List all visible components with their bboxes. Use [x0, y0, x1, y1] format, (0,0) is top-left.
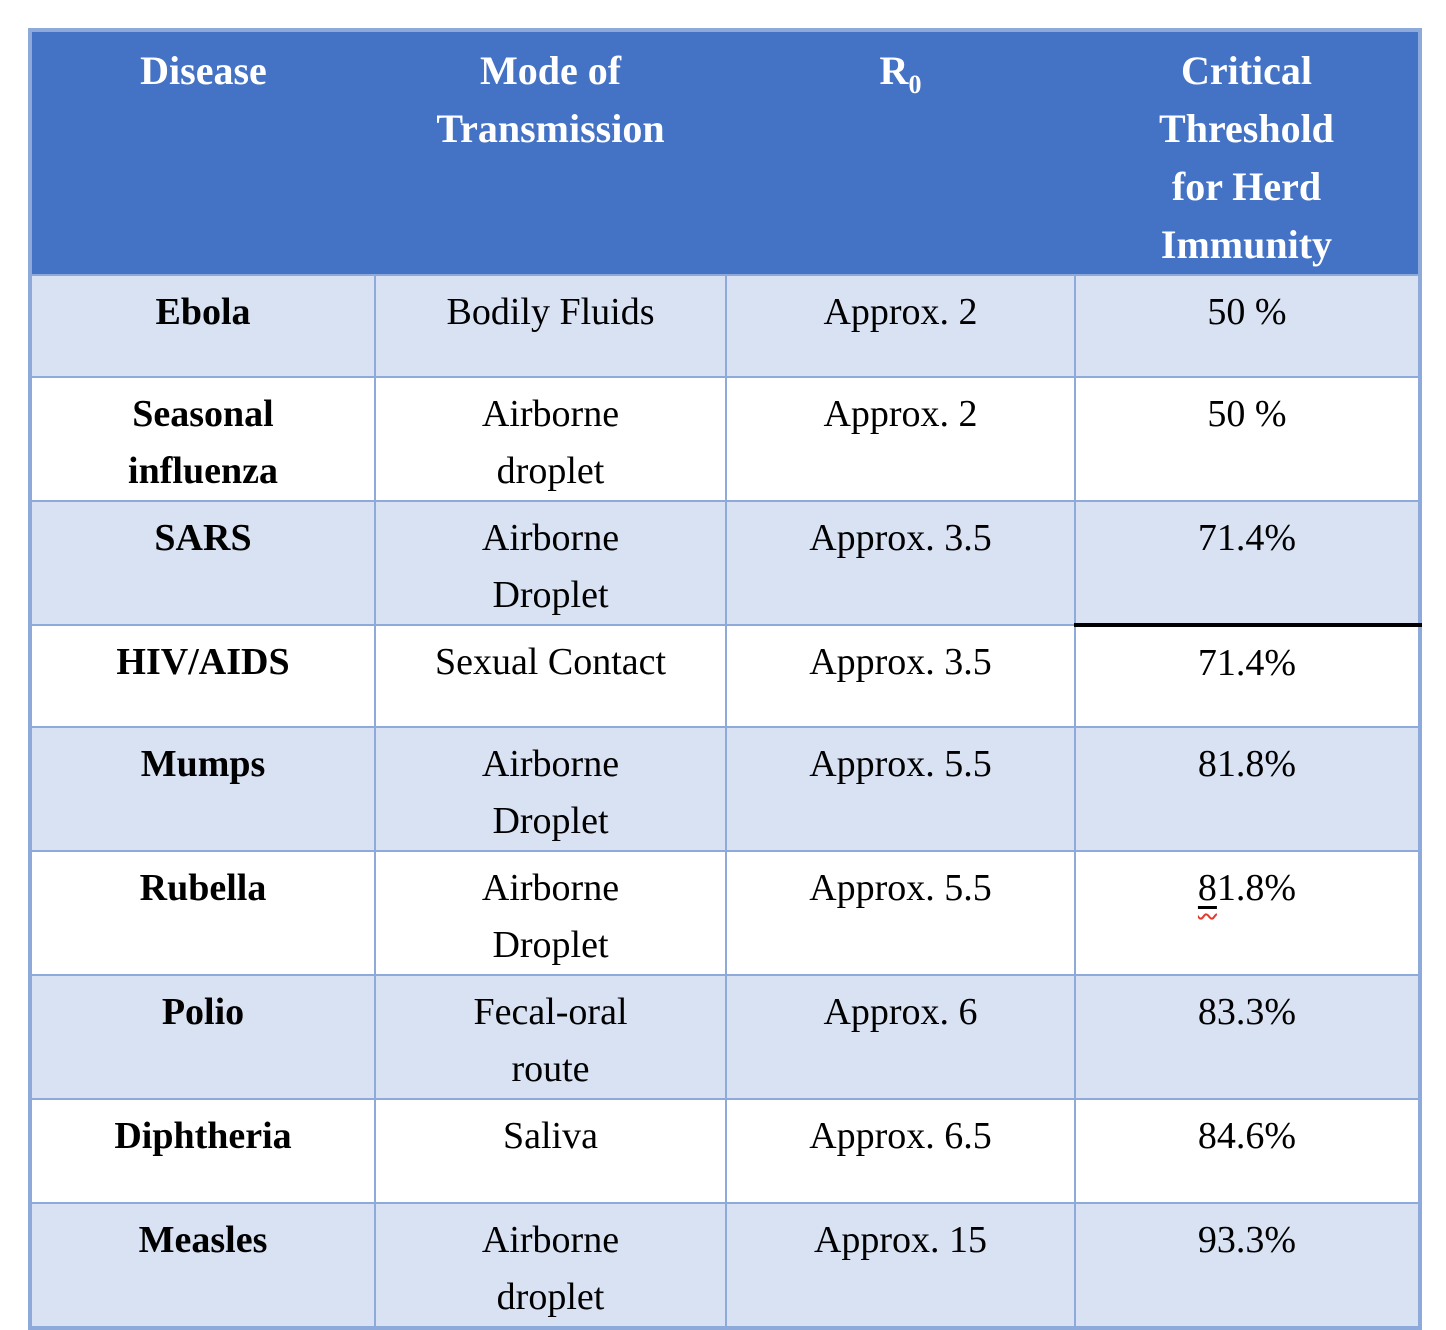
transmission-cell: Airborne droplet — [374, 1202, 727, 1329]
r0-cell: Approx. 5.5 — [725, 726, 1076, 852]
header-critical-threshold: Critical Threshold for Herd Immunity — [1075, 30, 1420, 275]
header-mode-of-transmission: Mode of Transmission — [375, 30, 726, 275]
r0-cell: Approx. 2 — [725, 274, 1076, 378]
disease-cell: Diphtheria — [29, 1098, 376, 1204]
threshold-cell: 81.8% — [1074, 726, 1421, 852]
table-row-seasonal-influenza: Seasonal influenza Airborne droplet Appr… — [29, 376, 1421, 502]
threshold-cell: 81.8% — [1074, 850, 1421, 976]
header-r0: R0 — [726, 30, 1075, 275]
disease-cell: Polio — [29, 974, 376, 1100]
r0-cell: Approx. 6.5 — [725, 1098, 1076, 1204]
table-row-ebola: Ebola Bodily Fluids Approx. 2 50 % — [29, 274, 1421, 378]
r0-subscript: 0 — [908, 70, 922, 99]
transmission-cell: Sexual Contact — [374, 624, 727, 728]
r0-cell: Approx. 2 — [725, 376, 1076, 502]
spellcheck-underlined-text: 8 — [1198, 867, 1217, 909]
transmission-cell: Airborne Droplet — [374, 850, 727, 976]
table-row-mumps: Mumps Airborne Droplet Approx. 5.5 81.8% — [29, 726, 1421, 852]
table-row-rubella: Rubella Airborne Droplet Approx. 5.5 81.… — [29, 850, 1421, 976]
threshold-cell: 50 % — [1074, 274, 1421, 378]
r0-cell: Approx. 6 — [725, 974, 1076, 1100]
disease-cell: SARS — [29, 500, 376, 626]
threshold-cell: 50 % — [1074, 376, 1421, 502]
transmission-cell: Airborne droplet — [374, 376, 727, 502]
table-row-sars: SARS Airborne Droplet Approx. 3.5 71.4% — [29, 500, 1421, 627]
threshold-cell: 71.4% — [1074, 500, 1421, 627]
r0-cell: Approx. 5.5 — [725, 850, 1076, 976]
header-disease: Disease — [30, 30, 375, 275]
transmission-cell: Saliva — [374, 1098, 727, 1204]
disease-cell: Seasonal influenza — [29, 376, 376, 502]
table-row-polio: Polio Fecal-oral route Approx. 6 83.3% — [29, 974, 1421, 1100]
spellcheck-wavy-text: 8 — [1197, 867, 1217, 909]
header-row: Disease Mode of Transmission R0 Critical… — [30, 30, 1420, 275]
threshold-cell: 71.4% — [1074, 624, 1421, 728]
transmission-cell: Airborne Droplet — [374, 500, 727, 626]
table-row-measles: Measles Airborne droplet Approx. 15 93.3… — [29, 1202, 1421, 1329]
threshold-cell: 84.6% — [1074, 1098, 1421, 1204]
transmission-cell: Airborne Droplet — [374, 726, 727, 852]
threshold-cell: 83.3% — [1074, 974, 1421, 1100]
transmission-cell: Fecal-oral route — [374, 974, 727, 1100]
r0-cell: Approx. 15 — [725, 1202, 1076, 1329]
r0-cell: Approx. 3.5 — [725, 500, 1076, 626]
threshold-rest-text: 1.8% — [1216, 867, 1297, 909]
transmission-cell: Bodily Fluids — [374, 274, 727, 378]
herd-immunity-table: Disease Mode of Transmission R0 Critical… — [28, 28, 1422, 1330]
disease-cell: HIV/AIDS — [29, 624, 376, 728]
table-row-hiv-aids: HIV/AIDS Sexual Contact Approx. 3.5 71.4… — [29, 624, 1421, 728]
disease-cell: Measles — [29, 1202, 376, 1329]
disease-cell: Ebola — [29, 274, 376, 378]
disease-cell: Mumps — [29, 726, 376, 852]
document-page: Disease Mode of Transmission R0 Critical… — [28, 28, 1422, 1330]
disease-cell: Rubella — [29, 850, 376, 976]
r0-base: R — [879, 48, 909, 93]
threshold-cell: 93.3% — [1074, 1202, 1421, 1329]
table-row-diphtheria: Diphtheria Saliva Approx. 6.5 84.6% — [29, 1098, 1421, 1204]
r0-cell: Approx. 3.5 — [725, 624, 1076, 728]
